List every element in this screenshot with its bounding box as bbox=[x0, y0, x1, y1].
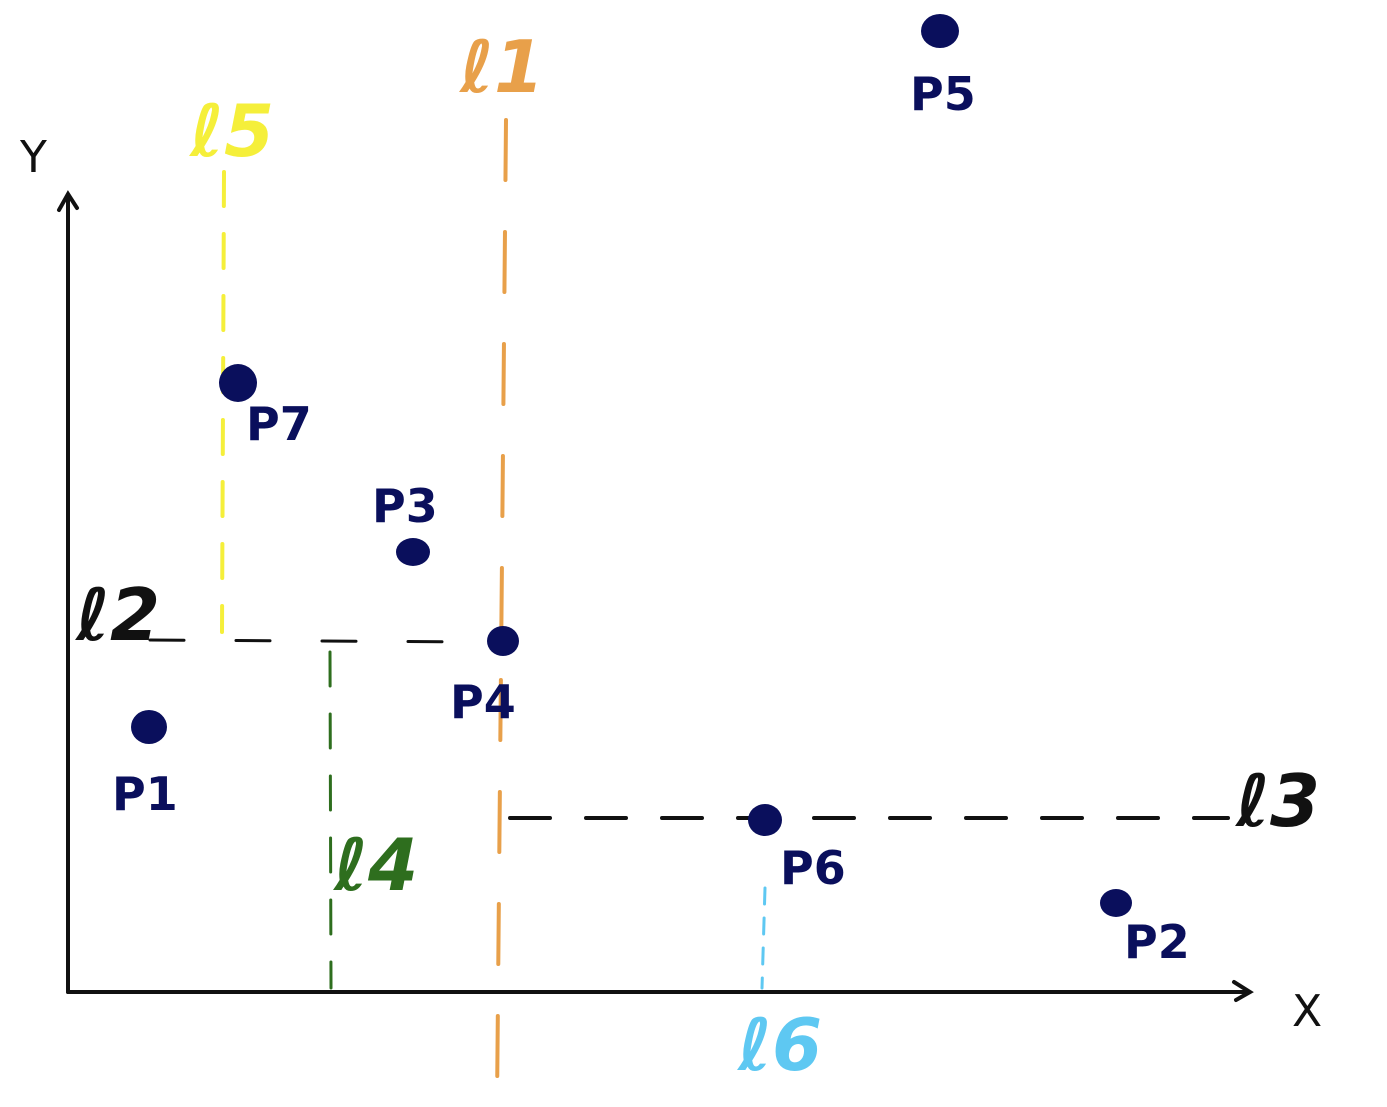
line-l6 bbox=[760, 886, 767, 990]
point-p7 bbox=[219, 364, 257, 402]
label-l6: ℓ6 bbox=[737, 1003, 822, 1087]
label-p3: P3 bbox=[372, 479, 438, 533]
label-l4: ℓ4 bbox=[333, 823, 418, 907]
point-p3 bbox=[396, 538, 430, 566]
y-axis-label: Y bbox=[19, 132, 47, 183]
line-l2 bbox=[148, 638, 492, 644]
line-l5 bbox=[220, 170, 226, 634]
label-p7: P7 bbox=[246, 397, 312, 451]
point-p6 bbox=[748, 804, 782, 836]
point-p4 bbox=[487, 626, 519, 656]
label-p5: P5 bbox=[910, 67, 976, 121]
y-axis-arrow bbox=[57, 190, 79, 212]
points bbox=[131, 14, 1132, 917]
label-l1: ℓ1 bbox=[459, 25, 544, 109]
label-p4: P4 bbox=[450, 675, 516, 729]
label-p2: P2 bbox=[1124, 915, 1190, 969]
line-l4 bbox=[328, 650, 333, 990]
x-axis-label: X bbox=[1292, 986, 1322, 1037]
label-l5: ℓ5 bbox=[189, 89, 274, 173]
label-l3: ℓ3 bbox=[1235, 759, 1320, 843]
label-p1: P1 bbox=[112, 767, 178, 821]
line-l1 bbox=[495, 118, 508, 1107]
point-p2 bbox=[1100, 889, 1132, 917]
point-p5 bbox=[921, 14, 959, 48]
point-p1 bbox=[131, 710, 167, 744]
axes bbox=[57, 190, 1254, 1002]
label-l2: ℓ2 bbox=[75, 573, 160, 657]
x-axis-arrow bbox=[1232, 980, 1254, 1002]
label-p6: P6 bbox=[780, 841, 846, 895]
